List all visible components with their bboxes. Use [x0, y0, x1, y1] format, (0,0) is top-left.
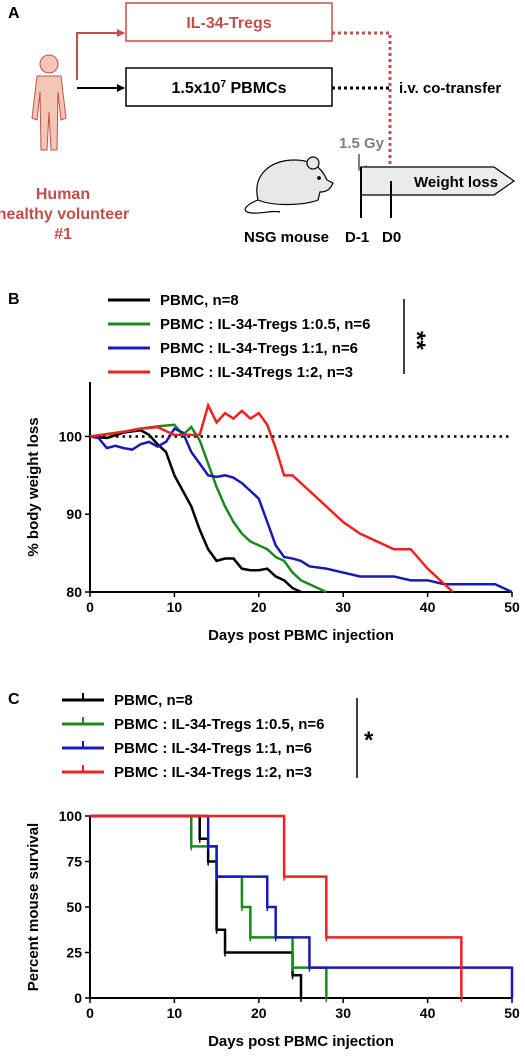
- y-tick-label: 90: [66, 506, 82, 522]
- human-volunteer-label: Human healthy volunteer #1: [0, 186, 129, 243]
- d-minus1-label: D-1: [345, 229, 369, 246]
- panel-a: A IL-34-Tregs 1.5x107 PBMCs i.v. co-tran…: [0, 2, 516, 246]
- pbmc-box-label: 1.5x107 PBMCs: [172, 79, 287, 97]
- x-tick-label: 50: [504, 599, 520, 615]
- human-label-line2: healthy volunteer: [0, 206, 129, 223]
- legend-c: PBMC, n=8 PBMC : IL-34-Tregs 1:0.5, n=6 PB…: [62, 692, 324, 781]
- nsg-mouse-label: NSG mouse: [244, 229, 329, 246]
- series-line-3: [89, 401, 454, 593]
- weight-loss-label: Weight loss: [414, 174, 498, 191]
- iv-cotransfer-label: i.v. co-transfer: [399, 80, 501, 97]
- y-axis-title: Percent mouse survival: [25, 823, 42, 991]
- treg-box: [125, 2, 333, 42]
- treg-box-label: IL-34-Tregs: [186, 15, 271, 32]
- legend-b: PBMC, n=8 PBMC : IL-34-Tregs 1:0.5, n=6 PB…: [108, 292, 370, 381]
- x-tick-label: 20: [251, 1005, 267, 1021]
- legend-label-3: PBMC : IL-34Tregs 1:2, n=3: [160, 364, 353, 381]
- y-axis-title: % body weight loss: [25, 417, 42, 556]
- y-tick-label: 0: [74, 990, 82, 1006]
- panel-a-letter: A: [8, 5, 20, 22]
- series-line-2: [89, 427, 513, 594]
- treg-connector-arrow: [76, 29, 125, 80]
- panel-c-letter: C: [8, 691, 20, 708]
- x-tick-label: 30: [335, 599, 351, 615]
- x-axis-title: Days post PBMC injection: [208, 1033, 394, 1050]
- series-line-1: [89, 423, 327, 594]
- x-axis-title: Days post PBMC injection: [208, 627, 394, 644]
- significance-c: *: [364, 727, 374, 754]
- d0-label: D0: [382, 229, 401, 246]
- panel-b-letter: B: [8, 291, 20, 308]
- legend-label-1: PBMC : IL-34-Tregs 1:0.5, n=6: [114, 716, 324, 733]
- legend-label-2: PBMC : IL-34-Tregs 1:1, n=6: [160, 340, 358, 357]
- y-tick-label: 100: [59, 808, 83, 824]
- x-tick-label: 30: [335, 1005, 351, 1021]
- x-tick-label: 0: [86, 1005, 94, 1021]
- panel-b: B PBMC, n=8 PBMC : IL-34-Tregs 1:0.5, n=6…: [8, 291, 520, 644]
- legend-label-0: PBMC, n=8: [114, 692, 193, 709]
- series-line-3: [90, 814, 463, 998]
- x-tick-label: 10: [167, 599, 183, 615]
- panel-c: C PBMC, n=8 PBMC : IL-34-Tregs 1:0.5, n=6…: [8, 691, 520, 1050]
- legend-label-1: PBMC : IL-34-Tregs 1:0.5, n=6: [160, 316, 370, 333]
- pbmc-box: [125, 67, 333, 107]
- x-tick-label: 50: [504, 1005, 520, 1021]
- human-body-icon: [31, 54, 67, 151]
- y-tick-label: 80: [66, 584, 82, 600]
- chart-b: 0 10 20 30 40 50 80 90 100 Days post PBMC injecti…: [25, 382, 520, 644]
- y-tick-label: 50: [66, 899, 82, 915]
- gy-label: 1.5 Gy: [339, 135, 385, 152]
- x-tick-label: 10: [167, 1005, 183, 1021]
- series-line-0: [89, 428, 302, 594]
- series-line-2: [90, 814, 514, 998]
- x-tick-label: 20: [251, 599, 267, 615]
- mouse-icon: [244, 156, 334, 214]
- human-label-line3: #1: [54, 226, 72, 243]
- x-tick-label: 0: [86, 599, 94, 615]
- y-tick-label: 75: [66, 854, 82, 870]
- legend-label-3: PBMC : IL-34-Tregs 1:2, n=3: [114, 764, 312, 781]
- human-label-line1: Human: [36, 186, 90, 203]
- legend-label-2: PBMC : IL-34-Tregs 1:1, n=6: [114, 740, 312, 757]
- chart-c: 0 10 20 30 40 50 0 25 50 75 100 Days post PBMC inje…: [25, 808, 520, 1050]
- treg-transfer-dotted-line: [332, 31, 398, 177]
- legend-label-0: PBMC, n=8: [160, 292, 239, 309]
- significance-b: **: [403, 331, 430, 350]
- x-tick-label: 40: [420, 599, 436, 615]
- y-tick-label: 100: [59, 428, 83, 444]
- x-tick-label: 40: [420, 1005, 436, 1021]
- y-tick-label: 25: [66, 945, 82, 961]
